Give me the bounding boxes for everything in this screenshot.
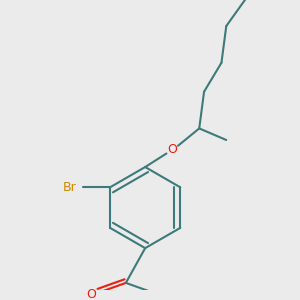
Text: Br: Br — [63, 181, 76, 194]
Text: O: O — [167, 143, 177, 156]
Text: O: O — [86, 288, 96, 300]
